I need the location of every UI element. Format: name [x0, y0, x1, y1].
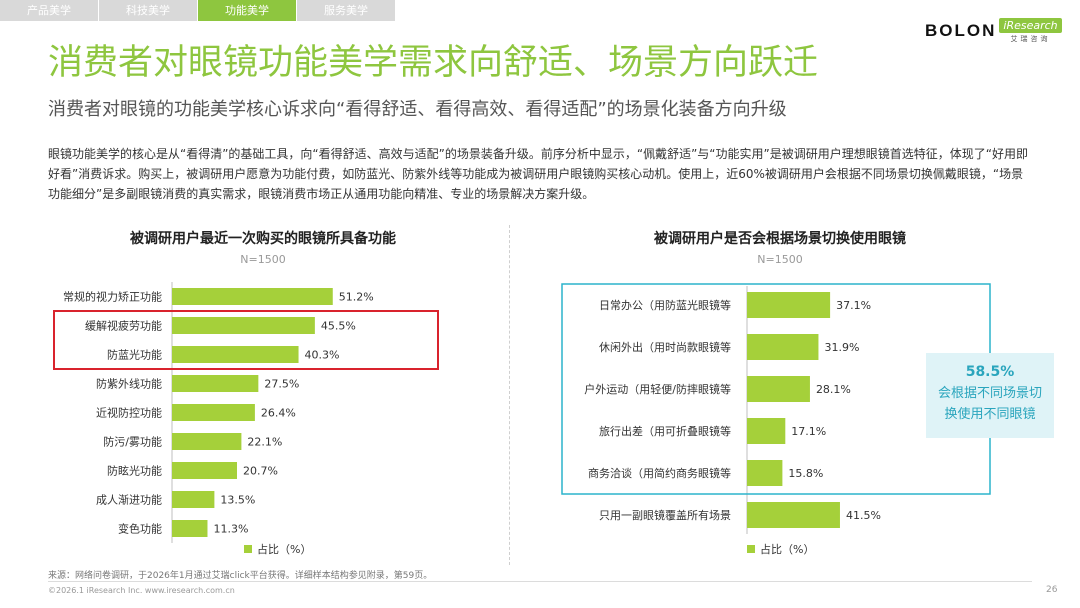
chart1-title: 被调研用户最近一次购买的眼镜所具备功能: [130, 231, 396, 247]
chart1-bar: [172, 462, 237, 479]
chart-divider: [509, 225, 510, 565]
callout-text-line1: 会根据不同场景切: [937, 386, 1042, 401]
chart1-category-label: 防污/雾功能: [103, 435, 162, 449]
chart2-value-label: 15.8%: [788, 467, 823, 480]
tab-function-aesthetics[interactable]: 功能美学: [198, 0, 296, 21]
iresearch-cn: 艾瑞咨询: [1010, 35, 1051, 43]
intro-paragraph: 眼镜功能美学的核心是从“看得清”的基础工具，向“看得舒适、高效与适配”的场景装备…: [48, 147, 1028, 201]
chart1-legend-label: 占比（%）: [257, 542, 311, 556]
chart2-category-label: 休闲外出（用时尚款眼镜等: [599, 340, 731, 354]
chart1-value-label: 27.5%: [264, 378, 299, 391]
chart2-value-label: 37.1%: [836, 299, 871, 312]
chart1-bar: [172, 520, 208, 537]
chart2-bar: [747, 418, 786, 444]
page-subtitle: 消费者对眼镜的功能美学核心诉求向“看得舒适、看得高效、看得适配”的场景化装备方向…: [48, 99, 787, 120]
chart1-value-label: 13.5%: [220, 494, 255, 507]
chart1-bar: [172, 317, 315, 334]
chart2-bar: [747, 292, 831, 318]
chart1-category-label: 防眩光功能: [107, 464, 162, 478]
chart1-bar: [172, 404, 255, 421]
chart2-title: 被调研用户是否会根据场景切换使用眼镜: [654, 231, 906, 247]
page-title: 消费者对眼镜功能美学需求向舒适、场景方向跃迁: [48, 43, 819, 83]
chart1-value-label: 40.3%: [305, 349, 340, 362]
bolon-logo: BOLON: [925, 21, 997, 40]
iresearch-mark: iResearch: [999, 18, 1062, 33]
chart2-n-note: N=1500: [757, 253, 803, 266]
chart2-category-label: 商务洽谈（用简约商务眼镜等: [588, 466, 731, 480]
chart1-bar: [172, 491, 215, 508]
top-tabs: 产品美学 科技美学 功能美学 服务美学: [0, 0, 396, 21]
chart2-value-label: 41.5%: [846, 509, 881, 522]
tab-product-aesthetics[interactable]: 产品美学: [0, 0, 98, 21]
chart1-value-label: 11.3%: [213, 523, 248, 536]
page-number: 26: [1046, 585, 1058, 595]
iresearch-logo: iResearch 艾瑞咨询: [999, 18, 1062, 44]
brand-logo: BOLON iResearch 艾瑞咨询: [925, 18, 1062, 44]
chart2-category-label: 日常办公（用防蓝光眼镜等: [599, 298, 731, 312]
callout-text-line2: 换使用不同眼镜: [944, 407, 1036, 422]
chart2-value-label: 17.1%: [791, 425, 826, 438]
chart2-value-label: 31.9%: [824, 341, 859, 354]
chart1-category-label: 防蓝光功能: [107, 348, 162, 362]
chart1-category-label: 缓解视疲劳功能: [85, 319, 162, 333]
chart2-bar: [747, 460, 783, 486]
chart2-bar: [747, 376, 810, 402]
chart2-category-label: 只用一副眼镜覆盖所有场景: [599, 508, 731, 522]
chart2-legend-swatch: [747, 545, 755, 553]
chart1-category-label: 成人渐进功能: [96, 493, 162, 507]
copyright: ©2026.1 iResearch Inc. www.iresearch.com…: [48, 586, 235, 595]
chart1-n-note: N=1500: [240, 253, 286, 266]
chart1-bar: [172, 346, 299, 363]
chart1-value-label: 20.7%: [243, 465, 278, 478]
chart1-value-label: 45.5%: [321, 320, 356, 333]
chart1-category-label: 防紫外线功能: [96, 377, 162, 391]
chart1-bar: [172, 375, 259, 392]
chart2-category-label: 户外运动（用轻便/防摔眼镜等: [584, 382, 731, 396]
scene-switch-callout: 58.5% 会根据不同场景切 换使用不同眼镜: [926, 353, 1054, 438]
chart1-value-label: 22.1%: [247, 436, 282, 449]
chart1-bar: [172, 433, 242, 450]
tab-service-aesthetics[interactable]: 服务美学: [297, 0, 395, 21]
tab-tech-aesthetics[interactable]: 科技美学: [99, 0, 197, 21]
chart1-value-label: 26.4%: [261, 407, 296, 420]
chart1-category-label: 变色功能: [118, 522, 162, 536]
footer-divider: [48, 581, 1032, 582]
chart1-value-label: 51.2%: [339, 291, 374, 304]
chart1-category-label: 近视防控功能: [96, 406, 162, 420]
chart2-bar: [747, 502, 840, 528]
chart1-bar: [172, 288, 333, 305]
chart1-category-label: 常规的视力矫正功能: [63, 290, 162, 304]
source-note: 来源：网络问卷调研，于2026年1月通过艾瑞click平台获得。详细样本结构参见…: [48, 571, 433, 581]
chart2-legend-label: 占比（%）: [760, 542, 814, 556]
chart1-legend-swatch: [244, 545, 252, 553]
chart1-highlight-box: [53, 310, 439, 370]
callout-value: 58.5%: [965, 364, 1015, 380]
chart2-category-label: 旅行出差（用可折叠眼镜等: [599, 424, 731, 438]
chart2-bar: [747, 334, 819, 360]
chart2-value-label: 28.1%: [816, 383, 851, 396]
